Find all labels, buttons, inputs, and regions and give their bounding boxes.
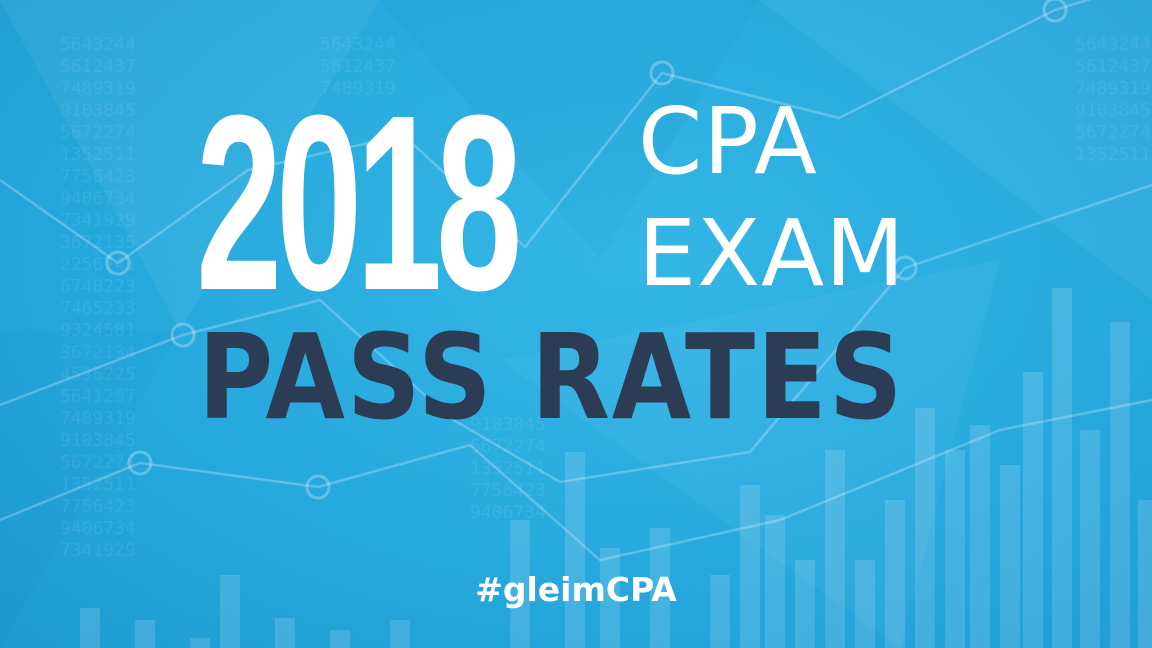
svg-text:5672274: 5672274 (470, 436, 546, 457)
svg-text:7489319: 7489319 (60, 78, 136, 99)
svg-text:7756423: 7756423 (60, 166, 136, 187)
svg-text:5672274: 5672274 (1075, 122, 1151, 143)
svg-text:6748223: 6748223 (60, 276, 136, 297)
svg-text:5672274: 5672274 (60, 122, 136, 143)
svg-text:7756423: 7756423 (470, 480, 546, 501)
exam-title: EXAM (638, 200, 906, 307)
svg-text:4536225: 4536225 (60, 364, 136, 385)
svg-text:2256741: 2256741 (60, 254, 136, 275)
svg-text:9103845: 9103845 (60, 430, 136, 451)
pass-rates-title: PASS RATES (198, 308, 905, 446)
hashtag-text: #gleimCPA (475, 570, 677, 609)
svg-text:7465233: 7465233 (60, 298, 136, 319)
svg-text:9324581: 9324581 (60, 320, 136, 341)
svg-text:7341929: 7341929 (60, 540, 136, 561)
svg-text:5672274: 5672274 (60, 452, 136, 473)
svg-text:1352511: 1352511 (1075, 144, 1151, 165)
svg-text:7489319: 7489319 (1075, 78, 1151, 99)
svg-text:9103845: 9103845 (1075, 100, 1151, 121)
svg-text:7341929: 7341929 (60, 210, 136, 231)
year-title: 2018 (196, 63, 522, 342)
svg-text:7756423: 7756423 (60, 496, 136, 517)
svg-text:5643244: 5643244 (60, 34, 136, 55)
svg-text:5612437: 5612437 (320, 56, 396, 77)
svg-text:1352511: 1352511 (60, 144, 136, 165)
svg-text:9406734: 9406734 (60, 188, 136, 209)
svg-text:5643244: 5643244 (1075, 34, 1151, 55)
svg-text:9406734: 9406734 (60, 518, 136, 539)
svg-text:1352511: 1352511 (60, 474, 136, 495)
svg-text:5641257: 5641257 (60, 386, 136, 407)
svg-text:7489319: 7489319 (60, 408, 136, 429)
svg-text:7489319: 7489319 (320, 78, 396, 99)
cpa-title: CPA (638, 88, 818, 195)
svg-text:3672134: 3672134 (60, 342, 136, 363)
svg-text:9406734: 9406734 (470, 502, 546, 523)
svg-text:5612437: 5612437 (60, 56, 136, 77)
svg-text:9103845: 9103845 (470, 414, 546, 435)
svg-text:1352511: 1352511 (470, 458, 546, 479)
svg-text:9103845: 9103845 (60, 100, 136, 121)
svg-text:3672135: 3672135 (60, 232, 136, 253)
svg-text:5612437: 5612437 (1075, 56, 1151, 77)
svg-text:5643244: 5643244 (320, 34, 396, 55)
